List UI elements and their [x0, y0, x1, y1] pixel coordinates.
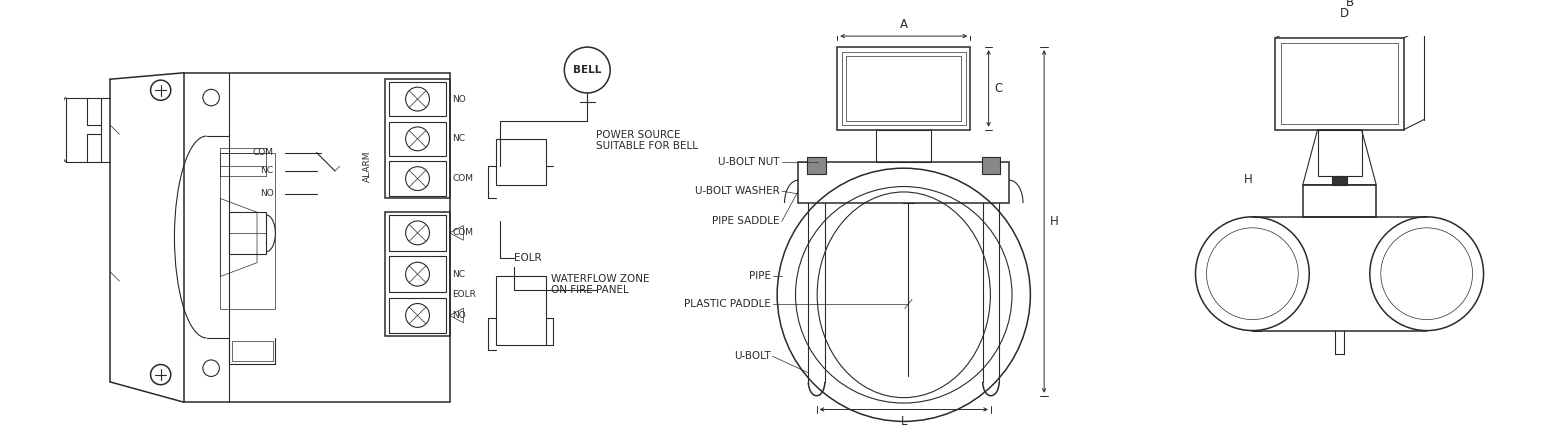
Bar	[220, 153, 276, 309]
Text: PIPE SADDLE: PIPE SADDLE	[712, 216, 781, 226]
Text: U-BOLT WASHER: U-BOLT WASHER	[695, 186, 781, 196]
Text: NO: NO	[452, 94, 466, 104]
Bar	[390, 215, 446, 251]
Bar	[982, 157, 1000, 174]
Text: D: D	[1340, 7, 1349, 20]
Bar	[495, 139, 545, 185]
Text: U-BOLT NUT: U-BOLT NUT	[718, 157, 781, 167]
Bar	[1276, 38, 1404, 130]
Text: H: H	[1050, 215, 1058, 228]
Bar	[798, 162, 1010, 203]
Bar	[390, 298, 446, 333]
Text: PLASTIC PADDLE: PLASTIC PADDLE	[684, 299, 771, 309]
Text: COM: COM	[252, 148, 274, 157]
Text: NC: NC	[260, 166, 274, 176]
Text: H: H	[1243, 173, 1253, 186]
Bar	[390, 162, 446, 196]
Text: WATERFLOW ZONE
ON FIRE PANEL: WATERFLOW ZONE ON FIRE PANEL	[550, 274, 650, 295]
Bar	[385, 212, 450, 336]
Text: U-BOLT: U-BOLT	[734, 351, 771, 361]
Text: NO: NO	[260, 189, 274, 198]
Text: COM: COM	[452, 174, 474, 183]
Bar	[229, 212, 266, 253]
Text: NO: NO	[452, 311, 466, 320]
Bar	[1302, 185, 1376, 217]
Bar	[807, 157, 826, 174]
Bar	[1332, 176, 1346, 185]
Text: NC: NC	[452, 270, 466, 279]
Bar	[876, 130, 932, 162]
Text: POWER SOURCE
SUITABLE FOR BELL: POWER SOURCE SUITABLE FOR BELL	[597, 130, 698, 151]
Bar	[837, 47, 971, 130]
Bar	[390, 256, 446, 292]
Bar	[841, 52, 966, 125]
Text: A: A	[901, 17, 908, 31]
Bar	[232, 341, 273, 361]
Bar	[390, 82, 446, 116]
Text: COM: COM	[452, 229, 474, 237]
Text: BELL: BELL	[573, 65, 601, 75]
Bar	[495, 277, 545, 345]
Text: ALARM: ALARM	[363, 151, 372, 182]
Bar	[390, 122, 446, 156]
Bar	[1281, 43, 1398, 124]
Text: EOLR: EOLR	[514, 253, 542, 263]
Text: L: L	[901, 415, 907, 428]
Text: PIPE: PIPE	[749, 271, 771, 281]
Bar	[385, 79, 450, 198]
Text: EOLR: EOLR	[452, 290, 477, 299]
Text: B: B	[1346, 0, 1354, 9]
Text: C: C	[994, 82, 1002, 95]
Text: NC: NC	[452, 134, 466, 143]
Bar	[1318, 130, 1362, 176]
Bar	[846, 56, 961, 121]
